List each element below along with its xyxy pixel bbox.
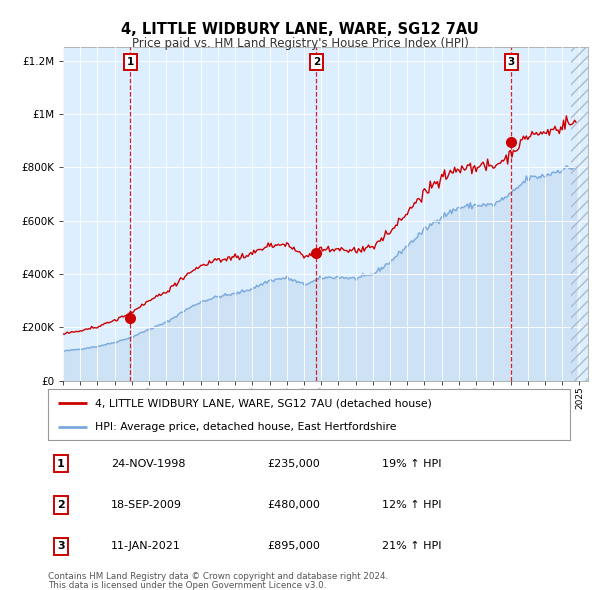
Text: £480,000: £480,000 bbox=[267, 500, 320, 510]
Text: This data is licensed under the Open Government Licence v3.0.: This data is licensed under the Open Gov… bbox=[48, 581, 326, 590]
Text: 3: 3 bbox=[508, 57, 515, 67]
Text: 2: 2 bbox=[313, 57, 320, 67]
Text: Price paid vs. HM Land Registry's House Price Index (HPI): Price paid vs. HM Land Registry's House … bbox=[131, 37, 469, 50]
Text: 19% ↑ HPI: 19% ↑ HPI bbox=[382, 459, 442, 468]
Text: Contains HM Land Registry data © Crown copyright and database right 2024.: Contains HM Land Registry data © Crown c… bbox=[48, 572, 388, 581]
Text: 4, LITTLE WIDBURY LANE, WARE, SG12 7AU (detached house): 4, LITTLE WIDBURY LANE, WARE, SG12 7AU (… bbox=[95, 398, 432, 408]
Text: 3: 3 bbox=[57, 542, 65, 551]
Text: HPI: Average price, detached house, East Hertfordshire: HPI: Average price, detached house, East… bbox=[95, 422, 397, 432]
Text: 21% ↑ HPI: 21% ↑ HPI bbox=[382, 542, 442, 551]
Text: £235,000: £235,000 bbox=[267, 459, 320, 468]
Text: 4, LITTLE WIDBURY LANE, WARE, SG12 7AU: 4, LITTLE WIDBURY LANE, WARE, SG12 7AU bbox=[121, 22, 479, 37]
Text: 24-NOV-1998: 24-NOV-1998 bbox=[110, 459, 185, 468]
Text: 1: 1 bbox=[57, 459, 65, 468]
Text: 12% ↑ HPI: 12% ↑ HPI bbox=[382, 500, 442, 510]
Text: 2: 2 bbox=[57, 500, 65, 510]
Text: 11-JAN-2021: 11-JAN-2021 bbox=[110, 542, 181, 551]
Text: 1: 1 bbox=[127, 57, 134, 67]
Text: £895,000: £895,000 bbox=[267, 542, 320, 551]
Text: 18-SEP-2009: 18-SEP-2009 bbox=[110, 500, 182, 510]
Bar bbox=[571, 47, 588, 381]
